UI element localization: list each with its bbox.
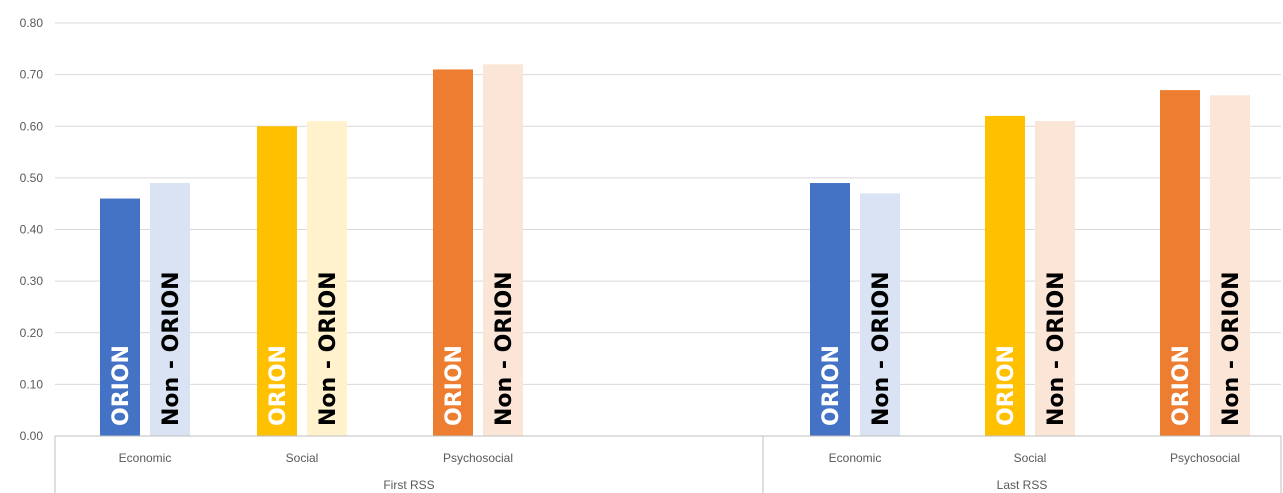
y-tick-label: 0.80 <box>20 16 44 30</box>
gridlines <box>55 22 1281 385</box>
bar <box>257 126 297 436</box>
bar-label: ORION <box>109 345 134 426</box>
y-tick-label: 0.40 <box>20 223 44 237</box>
bar-label: ORION <box>266 345 291 426</box>
bar-label: Non - ORION <box>159 271 184 426</box>
bar <box>1210 95 1250 437</box>
bar <box>483 64 523 437</box>
bars: ORION Non - ORION ORION Non - ORION ORION Non… <box>100 64 1250 437</box>
y-axis-ticks: 0.00 0.10 0.20 0.30 0.40 0.50 0.60 0.70 0.80 <box>20 16 44 443</box>
group-label: First RSS <box>383 478 434 492</box>
category-label: Economic <box>829 451 882 465</box>
bar <box>100 198 140 436</box>
category-label: Psychosocial <box>443 451 513 465</box>
bar <box>985 115 1025 437</box>
bar <box>1035 121 1075 437</box>
bar <box>433 69 473 437</box>
y-tick-label: 0.70 <box>20 68 44 82</box>
bar-label: Non - ORION <box>492 271 517 426</box>
bar-label: Non - ORION <box>869 271 894 426</box>
y-tick-label: 0.60 <box>20 119 44 133</box>
group-label: Last RSS <box>997 478 1048 492</box>
bar <box>810 183 850 436</box>
bar-label: ORION <box>442 345 467 426</box>
bar-label: ORION <box>994 345 1019 426</box>
category-label: Social <box>1014 451 1047 465</box>
category-label: Economic <box>119 451 172 465</box>
bar <box>150 183 190 436</box>
bar <box>307 121 347 437</box>
x-axis: First RSS Economic Social Psychosocial Last … <box>54 435 1282 493</box>
bar <box>860 193 900 436</box>
bar-label: Non - ORION <box>1219 271 1244 426</box>
category-label: Social <box>286 451 319 465</box>
y-tick-label: 0.20 <box>20 326 44 340</box>
y-tick-label: 0.30 <box>20 274 44 288</box>
y-tick-label: 0.50 <box>20 171 44 185</box>
y-tick-label: 0.10 <box>20 377 44 391</box>
bar-label: Non - ORION <box>316 271 341 426</box>
category-label: Psychosocial <box>1170 451 1240 465</box>
bar-label: ORION <box>1169 345 1194 426</box>
bar-label: Non - ORION <box>1044 271 1069 426</box>
bar-label: ORION <box>819 345 844 426</box>
y-tick-label: 0.00 <box>20 429 44 443</box>
bar <box>1160 90 1200 437</box>
